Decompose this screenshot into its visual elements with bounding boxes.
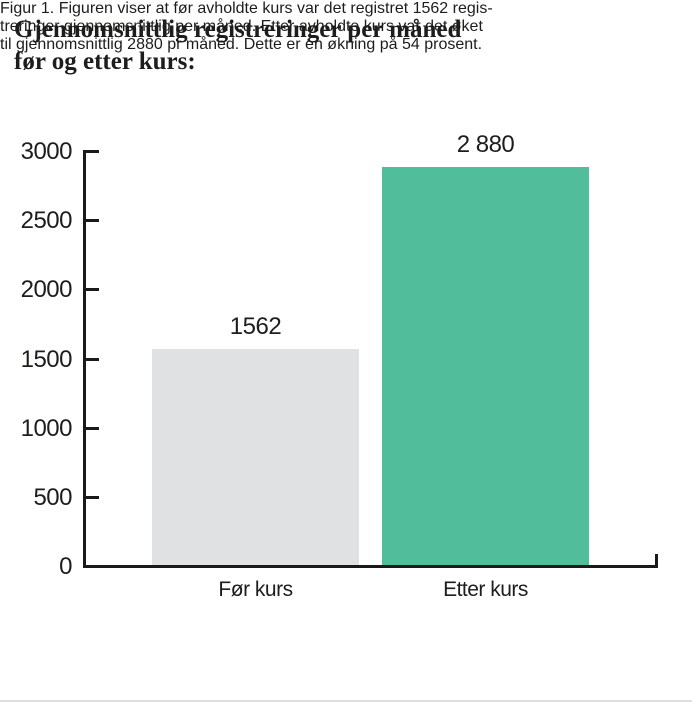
y-tick-mark <box>83 219 99 222</box>
y-tick-label: 0 <box>59 553 72 580</box>
bar-value-label: 1562 <box>229 312 282 340</box>
caption-line: Figur 1. Figuren viser at før avholdte k… <box>0 0 493 17</box>
x-category-label: Etter kurs <box>443 578 528 601</box>
y-tick-label: 1000 <box>20 415 73 442</box>
y-tick-label: 2500 <box>20 207 73 234</box>
bar-før-kurs <box>152 348 359 565</box>
bar-value-label: 2 880 <box>456 130 515 158</box>
caption-line: til gjennomsnittlig 2880 pr måned. Dette… <box>0 36 483 53</box>
bar-chart: 0 500 1000 1500 2000 2500 3000 1562 Før kurs 2 88… <box>20 130 658 601</box>
bottom-divider <box>0 700 692 702</box>
y-tick-label: 500 <box>33 484 72 511</box>
caption-line: treringer gjennomsnittlig per måned. Ett… <box>0 18 483 35</box>
axis-end-tick <box>655 554 658 568</box>
x-axis-line <box>83 565 658 568</box>
y-tick-label: 3000 <box>20 138 73 165</box>
chart-title-line-2: før og etter kurs: <box>14 48 196 75</box>
y-tick-mark <box>83 288 99 291</box>
bar-etter-kurs <box>382 166 589 565</box>
y-tick-label: 1500 <box>20 346 73 373</box>
chart-title: Gjennomsnittlig registreringer per måned… <box>14 14 461 78</box>
y-tick-mark <box>83 496 99 499</box>
x-category-label: Før kurs <box>218 578 293 601</box>
y-tick-mark <box>83 427 99 430</box>
y-tick-mark <box>83 150 99 153</box>
chart-title-line-1: Gjennomsnittlig registreringer per måned <box>14 16 462 43</box>
y-tick-mark <box>83 358 99 361</box>
y-tick-label: 2000 <box>20 276 73 303</box>
